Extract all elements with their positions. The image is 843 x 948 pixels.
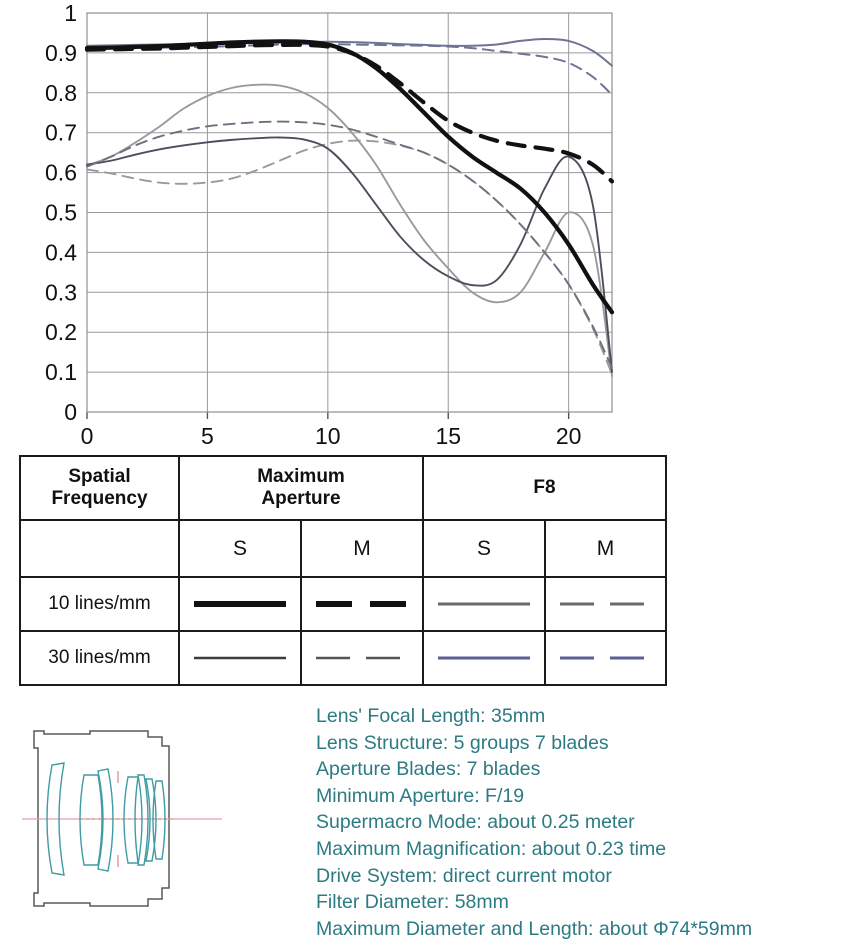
mtf-curve bbox=[86, 139, 613, 376]
y-axis-tick-label: 0.2 bbox=[45, 319, 77, 345]
lens-element-7 bbox=[152, 780, 166, 860]
subheader-f8-s: S bbox=[422, 519, 547, 578]
x-axis-tick-label: 15 bbox=[435, 423, 461, 445]
header-maximum-aperture: Maximum Aperture bbox=[177, 455, 425, 521]
y-axis-tick-label: 0.9 bbox=[45, 40, 77, 66]
header-f8: F8 bbox=[422, 455, 668, 521]
mtf-chart: 0 0.1 0.2 0.3 0.4 0.5 0.6 0.7 0.8 0.9 1 0 5 10 15 20 bbox=[0, 0, 680, 445]
subheader-f8-m: M bbox=[544, 519, 668, 578]
spec-supermacro-mode: Supermacro Mode: about 0.25 meter bbox=[316, 811, 635, 834]
spec-drive-system: Drive System: direct current motor bbox=[316, 864, 612, 887]
y-axis-tick-label: 0.5 bbox=[45, 200, 77, 226]
row-label-10-lines: 10 lines/mm bbox=[19, 576, 180, 632]
swatch-cell-10-f8-s bbox=[422, 576, 547, 632]
lens-element-6 bbox=[145, 778, 157, 862]
x-axis-tick-label: 0 bbox=[81, 423, 94, 445]
header-maximum-aperture-line1: Maximum bbox=[257, 465, 345, 487]
y-axis-tick-label: 0 bbox=[64, 399, 77, 425]
swatch-cell-30-f8-m bbox=[544, 630, 668, 686]
spec-minimum-aperture: Minimum Aperture: F/19 bbox=[316, 784, 525, 807]
spec-lens-structure: Lens Structure: 5 groups 7 blades bbox=[316, 731, 609, 754]
subheader-blank bbox=[19, 519, 180, 578]
mtf-legend-table: Spatial Frequency Maximum Aperture F8 S … bbox=[19, 455, 668, 686]
swatch-cell-30-max-s bbox=[178, 630, 302, 686]
swatch-30-max-m bbox=[316, 656, 408, 660]
y-axis-tick-label: 0.3 bbox=[45, 279, 77, 305]
lens-element-3 bbox=[97, 768, 114, 872]
y-axis-tick-label: 1 bbox=[64, 0, 77, 26]
y-axis-tick-label: 0.6 bbox=[45, 160, 77, 186]
mtf-curve bbox=[84, 42, 615, 184]
swatch-cell-10-f8-m bbox=[544, 576, 668, 632]
subheader-max-m: M bbox=[299, 519, 425, 578]
mtf-curve bbox=[86, 136, 613, 374]
mtf-curve bbox=[86, 120, 613, 370]
legend-subheader-row: S M S M bbox=[19, 519, 668, 578]
header-maximum-aperture-line2: Aperture bbox=[261, 488, 341, 509]
spec-aperture-blades: Aperture Blades: 7 blades bbox=[316, 758, 541, 781]
spec-maximum-magnification: Maximum Magnification: about 0.23 time bbox=[316, 837, 667, 860]
header-spatial-frequency-line2: Frequency bbox=[51, 488, 148, 509]
swatch-cell-30-f8-s bbox=[422, 630, 547, 686]
lens-diagram-svg bbox=[22, 730, 222, 907]
lens-element-4 bbox=[123, 776, 139, 864]
swatch-30-f8-m bbox=[559, 656, 652, 660]
swatch-10-f8-m bbox=[559, 602, 652, 606]
y-axis-tick-label: 0.1 bbox=[45, 359, 77, 385]
x-axis-tick-label: 20 bbox=[556, 423, 582, 445]
swatch-cell-30-max-m bbox=[299, 630, 425, 686]
x-axis-tick-label: 5 bbox=[201, 423, 214, 445]
lens-element-2 bbox=[79, 774, 103, 866]
spec-max-diameter-length: Maximum Diameter and Length: about Φ74*5… bbox=[316, 917, 753, 940]
swatch-cell-10-max-m bbox=[299, 576, 425, 632]
mtf-curve bbox=[86, 83, 613, 378]
lens-barrel-outline bbox=[33, 730, 170, 907]
table-row: 10 lines/mm bbox=[19, 576, 668, 632]
swatch-10-max-s bbox=[194, 601, 286, 607]
lens-specification-list: Lens' Focal Length: 35mm Lens Structure:… bbox=[316, 703, 836, 942]
mtf-chart-svg: 00.10.20.30.40.50.60.70.80.910 5 10 15 20 bbox=[45, 0, 615, 445]
lens-cross-section-diagram bbox=[22, 703, 302, 943]
legend-header-row: Spatial Frequency Maximum Aperture F8 bbox=[19, 455, 668, 521]
lens-element-1 bbox=[46, 762, 65, 876]
swatch-cell-10-max-s bbox=[178, 576, 302, 632]
y-axis-tick-label: 0.8 bbox=[45, 80, 77, 106]
spec-focal-length: Lens' Focal Length: 35mm bbox=[316, 705, 546, 727]
swatch-10-max-m bbox=[316, 601, 408, 607]
swatch-30-max-s bbox=[194, 656, 286, 660]
header-spatial-frequency-line1: Spatial bbox=[68, 465, 131, 487]
swatch-30-f8-s bbox=[438, 656, 531, 660]
x-axis-tick-label: 10 bbox=[315, 423, 341, 445]
y-axis-tick-label: 0.4 bbox=[45, 239, 77, 265]
row-label-30-lines: 30 lines/mm bbox=[19, 630, 180, 686]
spec-filter-diameter: Filter Diameter: 58mm bbox=[316, 891, 509, 914]
subheader-max-s: S bbox=[178, 519, 302, 578]
table-row: 30 lines/mm bbox=[19, 630, 668, 686]
lens-element-5 bbox=[137, 774, 149, 866]
header-spatial-frequency: Spatial Frequency bbox=[19, 455, 180, 521]
swatch-10-f8-s bbox=[438, 602, 531, 606]
y-axis-tick-label: 0.7 bbox=[45, 120, 77, 146]
